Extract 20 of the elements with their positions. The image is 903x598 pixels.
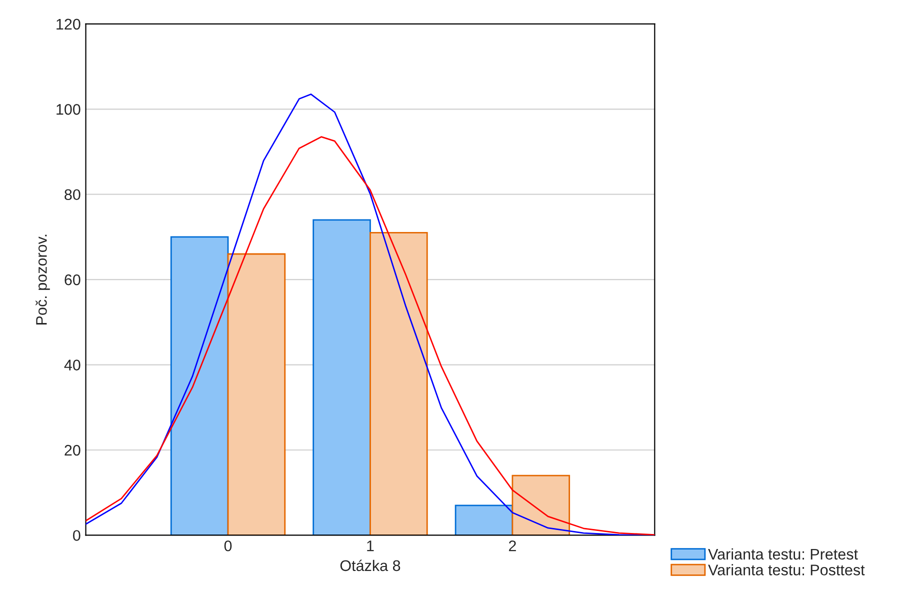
y-tick-label: 20 bbox=[64, 444, 80, 456]
x-tick-label: 2 bbox=[508, 540, 516, 552]
bar bbox=[312, 219, 371, 536]
y-tick-label: 40 bbox=[64, 360, 80, 370]
y-tick-label: 100 bbox=[56, 104, 80, 115]
legend-label: Varianta testu: Posttest bbox=[708, 564, 865, 576]
y-tick-label: 0 bbox=[73, 530, 80, 541]
bar bbox=[454, 504, 514, 536]
bar bbox=[512, 474, 570, 536]
y-tick-label: 120 bbox=[56, 18, 80, 30]
x-axis-title: Otázka 8 bbox=[340, 560, 400, 572]
bar bbox=[370, 232, 428, 536]
bar bbox=[170, 236, 229, 536]
y-axis-title: Poč. pozorov. bbox=[36, 234, 50, 324]
x-tick-label: 1 bbox=[367, 540, 374, 552]
bar bbox=[227, 253, 286, 536]
x-tick-label: 0 bbox=[224, 540, 232, 552]
y-tick-label: 80 bbox=[64, 189, 80, 200]
legend-label: Varianta testu: Pretest bbox=[708, 548, 858, 560]
y-tick-label: 60 bbox=[64, 274, 80, 286]
